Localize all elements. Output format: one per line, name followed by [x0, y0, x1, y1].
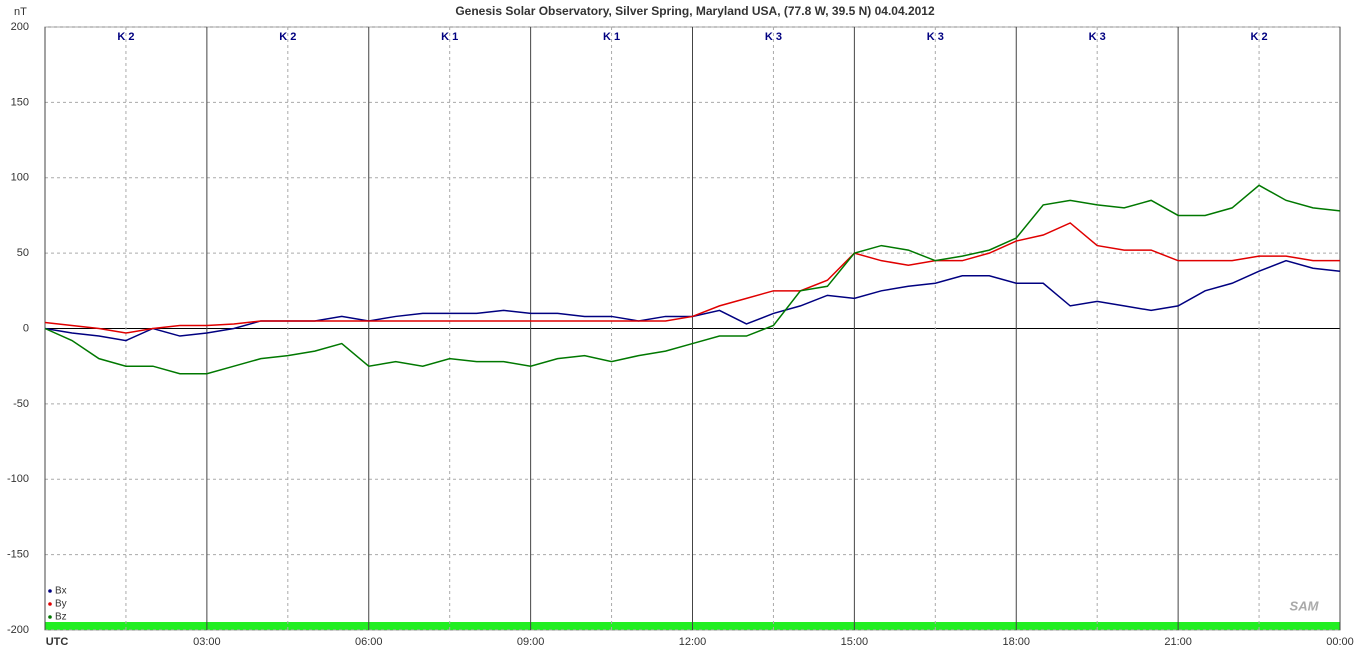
legend-label: By: [55, 599, 67, 610]
x-tick-label: 21:00: [1164, 636, 1192, 648]
x-tick-label: UTC: [46, 636, 69, 648]
k-index-label: K 1: [603, 31, 620, 43]
x-tick-label: 03:00: [193, 636, 221, 648]
y-tick-label: 50: [17, 247, 29, 259]
y-tick-label: 0: [23, 322, 29, 334]
series-line: [44, 222, 1340, 334]
legend-marker: [48, 602, 52, 606]
series-line: [44, 184, 1341, 375]
y-tick-label: 150: [11, 96, 29, 108]
y-tick-label: 100: [11, 172, 29, 184]
x-tick-label: 15:00: [841, 636, 869, 648]
y-tick-label: -200: [7, 624, 29, 636]
x-tick-label: 09:00: [517, 636, 545, 648]
k-index-label: K 3: [927, 31, 944, 43]
legend-label: Bx: [55, 586, 67, 597]
y-tick-label: 200: [11, 21, 29, 33]
k-index-label: K 3: [765, 31, 782, 43]
y-tick-label: -50: [13, 398, 29, 410]
y-axis-label: nT: [14, 6, 27, 18]
y-tick-label: -150: [7, 549, 29, 561]
chart-title: Genesis Solar Observatory, Silver Spring…: [455, 4, 935, 18]
y-tick-label: -100: [7, 473, 29, 485]
x-tick-label: 18:00: [1002, 636, 1030, 648]
legend-label: Bz: [55, 612, 67, 623]
k-index-label: K 1: [441, 31, 458, 43]
legend-marker: [48, 589, 52, 593]
x-tick-label: 06:00: [355, 636, 383, 648]
x-tick-label: 12:00: [679, 636, 707, 648]
logo: SAM: [1290, 598, 1320, 613]
k-index-label: K 2: [279, 31, 296, 43]
x-tick-label: 00:00: [1326, 636, 1354, 648]
k-index-label: K 3: [1089, 31, 1106, 43]
k-index-label: K 2: [117, 31, 134, 43]
k-index-label: K 2: [1251, 31, 1268, 43]
legend-marker: [48, 615, 52, 619]
